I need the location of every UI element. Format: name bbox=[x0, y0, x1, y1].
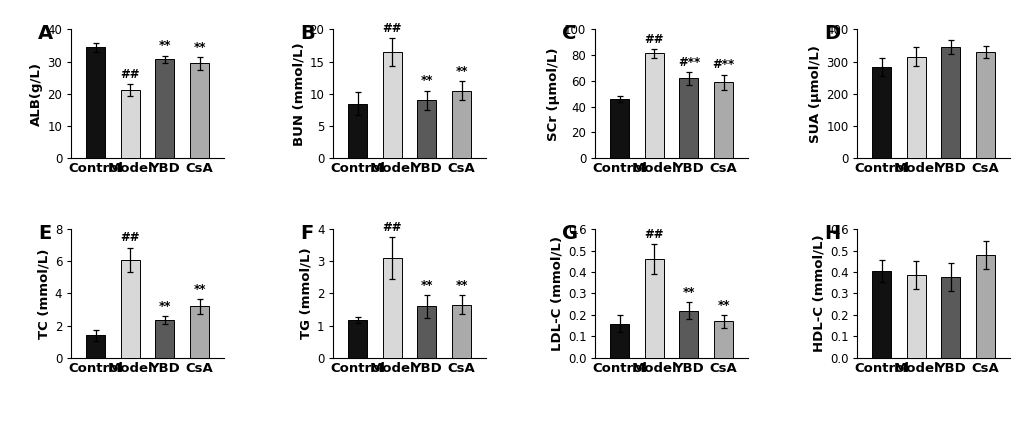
Text: ##: ## bbox=[644, 228, 663, 241]
Text: **: ** bbox=[159, 300, 171, 313]
Text: ##: ## bbox=[120, 232, 140, 244]
Bar bbox=[941, 277, 960, 358]
Y-axis label: TG (mmol/L): TG (mmol/L) bbox=[300, 248, 313, 339]
Bar bbox=[417, 306, 436, 358]
Text: **: ** bbox=[454, 279, 468, 292]
Bar bbox=[120, 260, 140, 358]
Y-axis label: HDL-C (mmol/L): HDL-C (mmol/L) bbox=[812, 234, 824, 352]
Bar bbox=[451, 305, 471, 358]
Text: **: ** bbox=[193, 283, 206, 296]
Text: #**: #** bbox=[678, 56, 699, 69]
Text: F: F bbox=[300, 224, 313, 243]
Bar bbox=[417, 100, 436, 158]
Bar bbox=[679, 311, 698, 358]
Text: ##: ## bbox=[120, 68, 140, 81]
Text: **: ** bbox=[420, 75, 433, 88]
Bar bbox=[906, 57, 925, 158]
Bar bbox=[609, 99, 629, 158]
Bar bbox=[713, 321, 733, 358]
Bar bbox=[941, 47, 960, 158]
Text: **: ** bbox=[716, 299, 729, 312]
Text: **: ** bbox=[193, 40, 206, 53]
Text: ##: ## bbox=[382, 221, 401, 234]
Text: C: C bbox=[561, 24, 576, 43]
Bar bbox=[975, 255, 995, 358]
Bar bbox=[190, 306, 209, 358]
Y-axis label: SUA (μmol/L): SUA (μmol/L) bbox=[808, 45, 821, 143]
Y-axis label: SCr (μmol/L): SCr (μmol/L) bbox=[546, 47, 559, 141]
Bar bbox=[155, 320, 174, 358]
Text: **: ** bbox=[682, 286, 695, 299]
Bar bbox=[451, 91, 471, 158]
Y-axis label: BUN (mmol/L): BUN (mmol/L) bbox=[292, 42, 305, 146]
Bar bbox=[906, 275, 925, 358]
Bar bbox=[382, 258, 401, 358]
Y-axis label: TC (mmol/L): TC (mmol/L) bbox=[38, 248, 51, 338]
Bar bbox=[86, 335, 105, 358]
Text: **: ** bbox=[420, 279, 433, 292]
Bar bbox=[644, 259, 663, 358]
Bar bbox=[382, 52, 401, 158]
Y-axis label: LDL-C (mmol/L): LDL-C (mmol/L) bbox=[550, 236, 564, 351]
Bar bbox=[190, 63, 209, 158]
Bar bbox=[975, 52, 995, 158]
Text: H: H bbox=[823, 224, 840, 243]
Bar bbox=[86, 47, 105, 158]
Bar bbox=[713, 82, 733, 158]
Text: **: ** bbox=[454, 65, 468, 78]
Bar bbox=[347, 104, 367, 158]
Bar bbox=[155, 59, 174, 158]
Bar bbox=[347, 320, 367, 358]
Y-axis label: ALB(g/L): ALB(g/L) bbox=[31, 62, 43, 126]
Text: G: G bbox=[561, 224, 578, 243]
Bar bbox=[644, 53, 663, 158]
Text: #**: #** bbox=[711, 59, 734, 71]
Text: D: D bbox=[823, 24, 840, 43]
Bar bbox=[871, 67, 891, 158]
Text: ##: ## bbox=[382, 21, 401, 35]
Text: **: ** bbox=[159, 39, 171, 52]
Text: B: B bbox=[300, 24, 314, 43]
Bar bbox=[120, 90, 140, 158]
Bar bbox=[609, 323, 629, 358]
Text: E: E bbox=[38, 224, 51, 243]
Text: ##: ## bbox=[644, 32, 663, 45]
Text: A: A bbox=[38, 24, 53, 43]
Bar bbox=[679, 78, 698, 158]
Bar bbox=[871, 271, 891, 358]
